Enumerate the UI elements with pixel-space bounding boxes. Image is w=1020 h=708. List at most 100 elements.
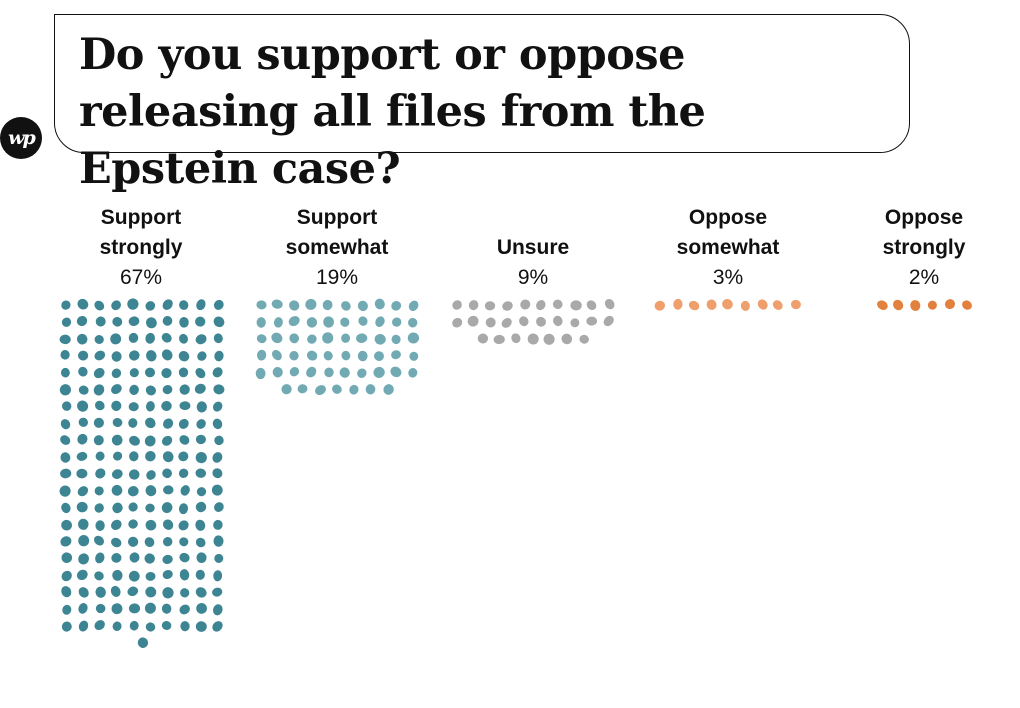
dot-mark bbox=[790, 299, 801, 310]
dot-mark bbox=[111, 553, 122, 563]
dot-mark bbox=[501, 317, 512, 328]
dot-mark bbox=[536, 300, 546, 311]
dot-mark bbox=[255, 367, 266, 380]
dot-mark bbox=[161, 333, 172, 343]
dot-mark bbox=[77, 486, 89, 497]
dot-mark bbox=[161, 401, 172, 411]
dot-mark bbox=[452, 317, 463, 328]
dot-mark bbox=[129, 435, 140, 446]
dot-mark bbox=[111, 434, 123, 446]
dot-mark bbox=[144, 553, 155, 564]
dot-mark bbox=[76, 333, 88, 345]
dot-mark bbox=[161, 368, 172, 379]
dot-mark bbox=[61, 586, 72, 598]
value-label: 9% bbox=[517, 266, 549, 289]
dot-mark bbox=[93, 417, 104, 428]
dot-mark bbox=[162, 554, 173, 564]
dot-mark bbox=[61, 621, 72, 632]
dot-mark bbox=[161, 349, 173, 361]
dot-mark bbox=[408, 317, 418, 328]
dot-mark bbox=[179, 537, 189, 547]
dot-mark bbox=[477, 333, 489, 344]
column-label-support-somewhat: Support somewhat 19% bbox=[239, 203, 435, 293]
dot-mark bbox=[212, 621, 223, 632]
dot-mark bbox=[289, 333, 300, 344]
dot-mark bbox=[145, 622, 156, 632]
dot-mark bbox=[162, 569, 173, 580]
dot-mark bbox=[673, 298, 683, 310]
dot-mark bbox=[543, 333, 555, 345]
dot-mark bbox=[307, 334, 317, 344]
dot-mark bbox=[408, 300, 419, 311]
dot-mark bbox=[272, 366, 283, 378]
dot-mark bbox=[145, 503, 155, 513]
dot-mark bbox=[145, 519, 157, 531]
dot-mark bbox=[271, 299, 283, 309]
dot-mark bbox=[128, 418, 138, 428]
dot-mark bbox=[561, 333, 573, 345]
dot-mark bbox=[93, 535, 105, 546]
dot-mark bbox=[179, 604, 190, 615]
dot-mark bbox=[212, 418, 223, 430]
dot-mark bbox=[163, 485, 174, 495]
dot-mark bbox=[94, 400, 105, 411]
dot-column-support-strongly bbox=[59, 298, 225, 648]
dot-mark bbox=[77, 433, 88, 445]
dot-mark bbox=[179, 552, 190, 563]
dot-mark bbox=[493, 334, 505, 345]
dot-mark bbox=[95, 451, 105, 461]
dot-mark bbox=[144, 367, 156, 378]
dot-mark bbox=[146, 350, 157, 362]
dot-mark bbox=[76, 468, 88, 479]
dot-mark bbox=[113, 451, 123, 461]
dot-mark bbox=[179, 316, 189, 328]
dot-mark bbox=[94, 571, 104, 581]
dot-mark bbox=[162, 385, 173, 395]
dot-mark bbox=[213, 384, 225, 395]
column-label-oppose-strongly: Oppose strongly 2% bbox=[826, 203, 1020, 293]
dot-mark bbox=[145, 385, 157, 396]
dot-mark bbox=[772, 300, 783, 310]
dot-mark bbox=[341, 333, 351, 343]
dot-mark bbox=[129, 368, 139, 378]
dot-mark bbox=[78, 587, 89, 598]
chart-title: Do you support or oppose releasing all f… bbox=[79, 30, 706, 194]
dot-mark bbox=[59, 334, 71, 345]
dot-mark bbox=[78, 620, 89, 632]
dot-mark bbox=[145, 586, 157, 598]
dot-mark bbox=[145, 401, 155, 412]
dot-mark bbox=[212, 401, 223, 412]
dot-mark bbox=[740, 300, 750, 311]
dot-mark bbox=[212, 604, 223, 616]
dot-column-support-somewhat bbox=[255, 298, 420, 396]
dot-mark bbox=[61, 317, 72, 327]
dot-mark bbox=[60, 536, 72, 547]
category-label: Support somewhat bbox=[285, 206, 389, 259]
dot-mark bbox=[341, 350, 351, 361]
dot-mark bbox=[61, 552, 73, 563]
dot-mark bbox=[570, 300, 582, 311]
dot-mark bbox=[178, 367, 189, 378]
dot-mark bbox=[195, 587, 207, 598]
dot-mark bbox=[570, 318, 580, 328]
dot-mark bbox=[162, 536, 173, 547]
dot-mark bbox=[128, 469, 140, 480]
dot-mark bbox=[161, 502, 173, 514]
dot-mark bbox=[61, 300, 71, 310]
dot-mark bbox=[877, 300, 888, 310]
dot-mark bbox=[195, 537, 206, 548]
dot-mark bbox=[306, 317, 318, 328]
dot-mark bbox=[77, 298, 89, 310]
value-label: 2% bbox=[908, 266, 940, 289]
dot-mark bbox=[77, 400, 89, 412]
dot-mark bbox=[162, 468, 172, 479]
dot-mark bbox=[484, 301, 496, 311]
dot-mark bbox=[271, 332, 283, 344]
column-label-support-strongly: Support strongly 67% bbox=[43, 203, 239, 293]
dot-mark bbox=[324, 367, 334, 378]
dot-mark bbox=[144, 537, 155, 548]
dot-mark bbox=[111, 400, 122, 412]
dot-mark bbox=[392, 317, 402, 327]
dot-mark bbox=[78, 417, 88, 427]
dot-mark bbox=[162, 299, 173, 310]
